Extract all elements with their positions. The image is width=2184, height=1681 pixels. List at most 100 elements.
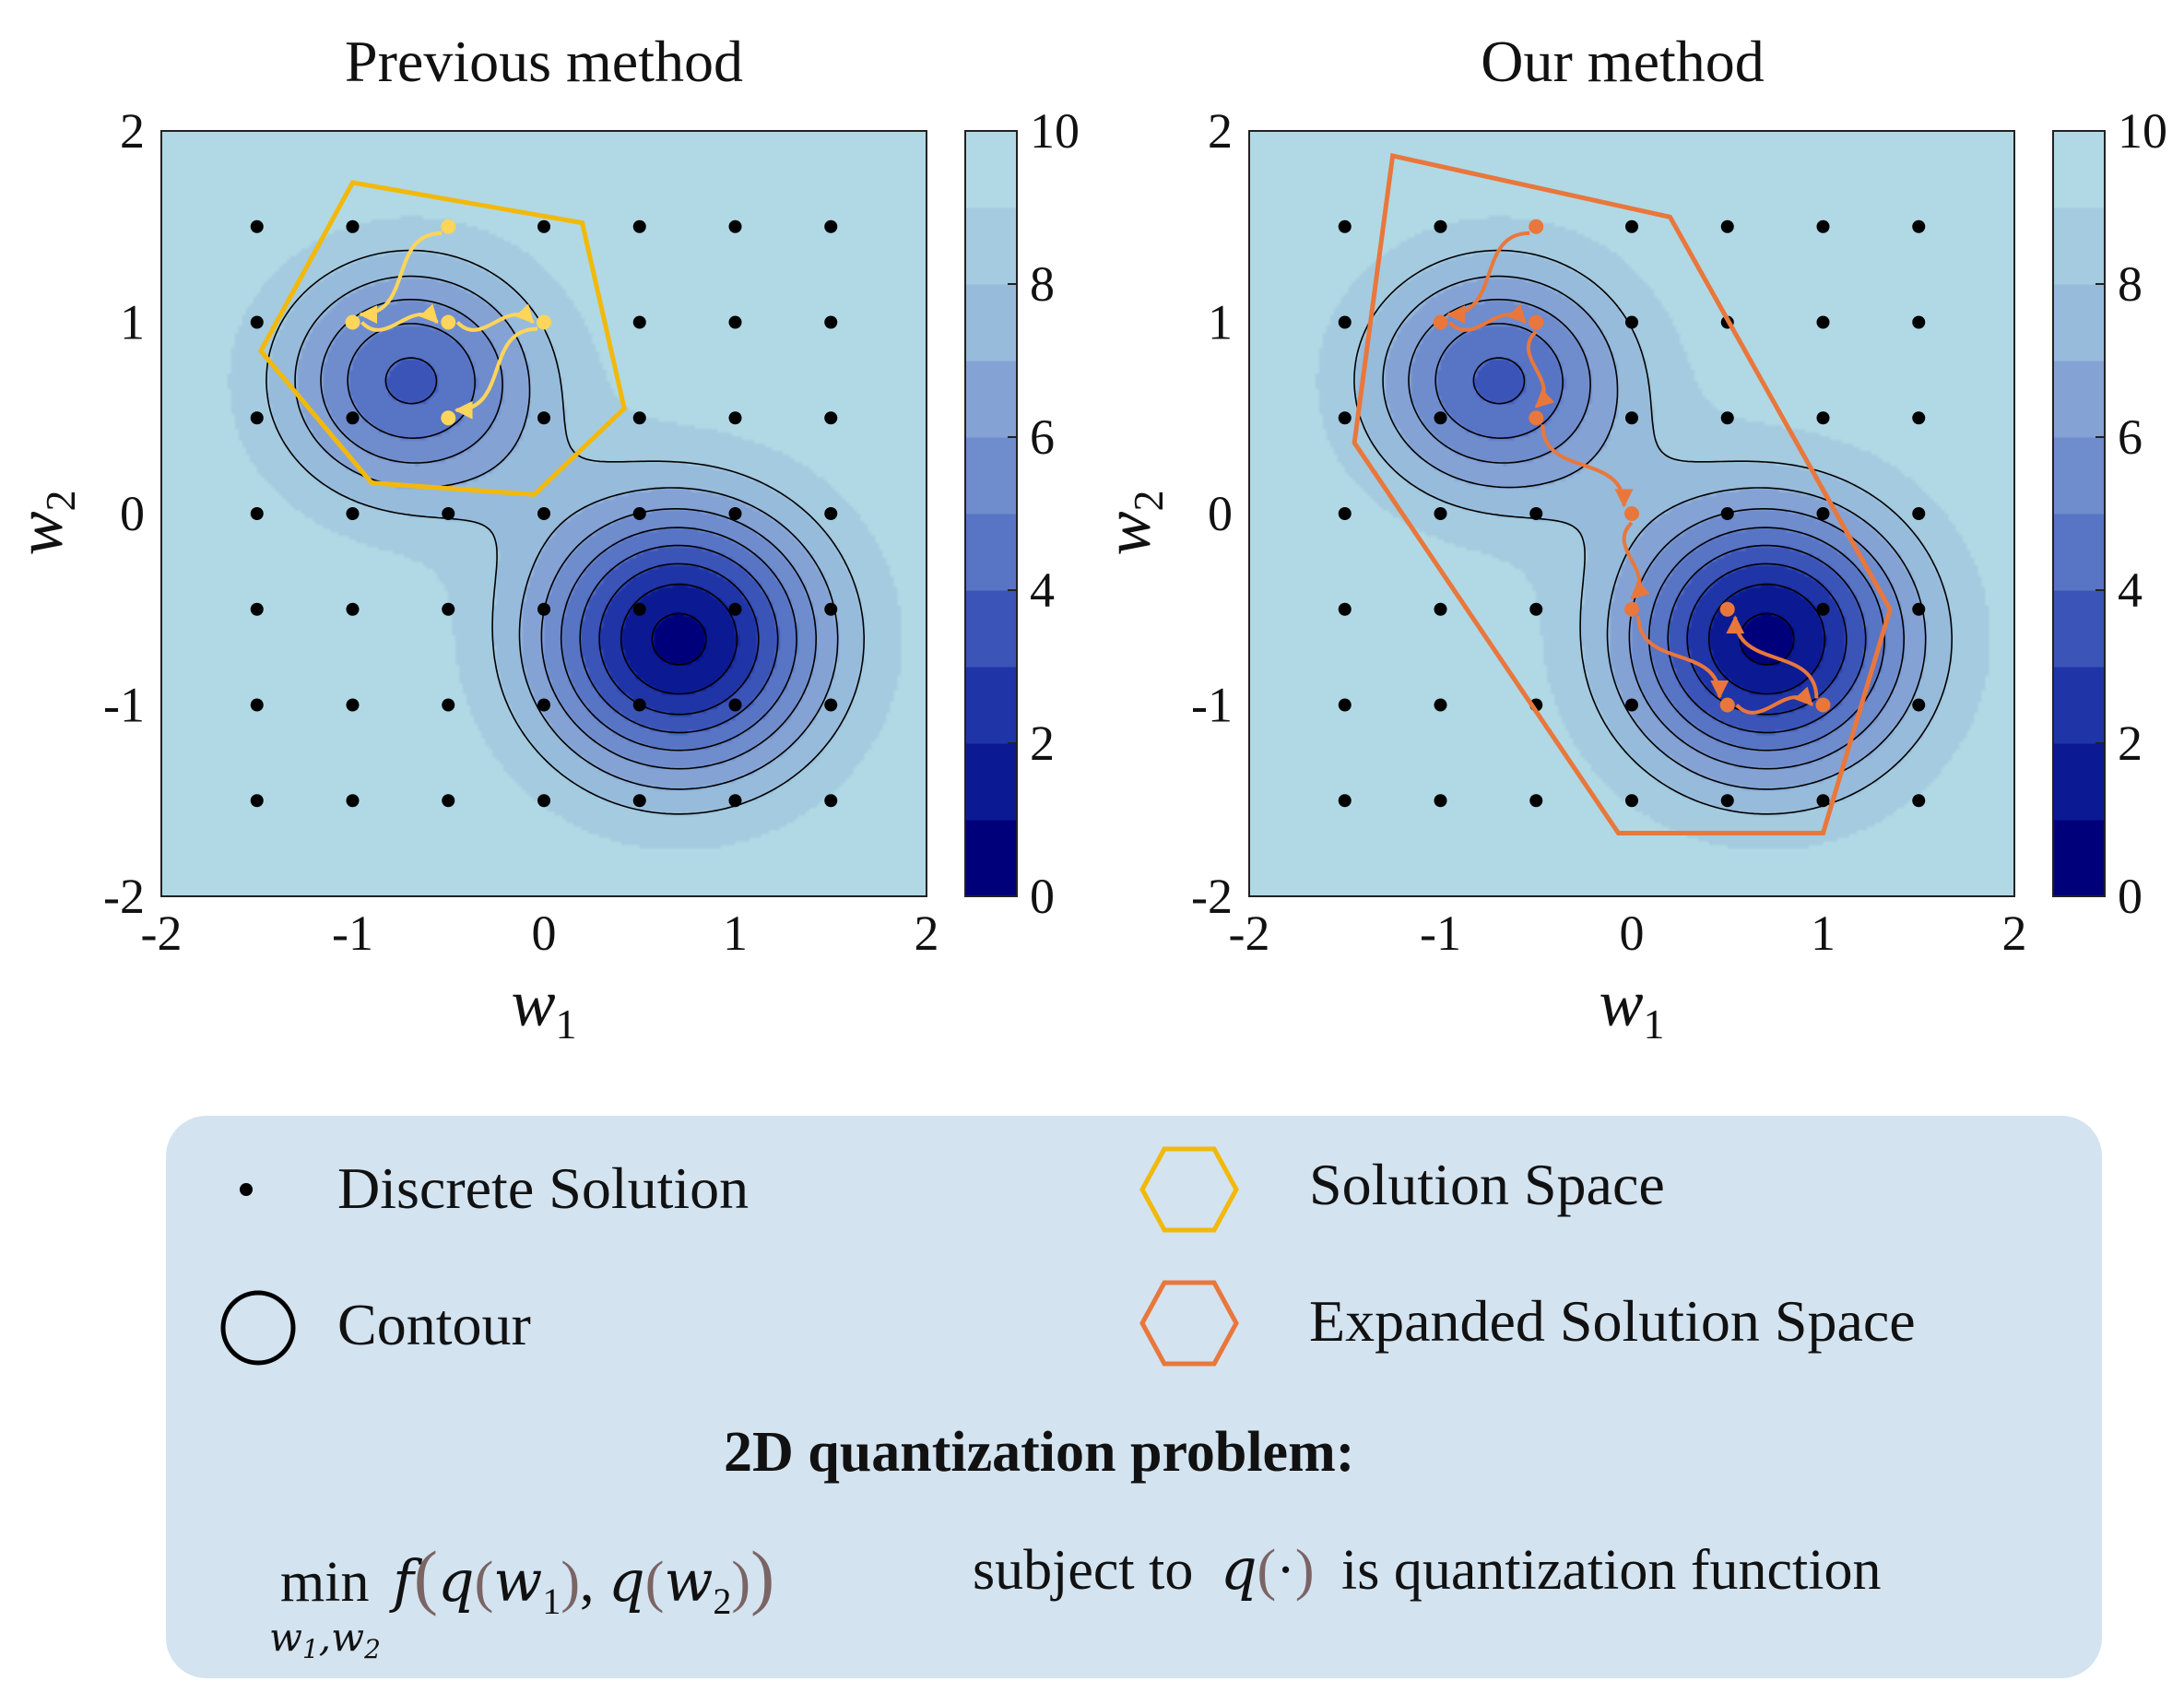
colorbar-segment bbox=[2053, 667, 2105, 744]
discrete-solution-dot bbox=[728, 698, 742, 712]
discrete-solution-dot bbox=[824, 411, 838, 425]
discrete-solution-dot bbox=[1816, 602, 1830, 616]
contour-level-7 bbox=[1382, 275, 1927, 790]
discrete-solution-dot bbox=[1625, 794, 1638, 808]
discrete-solution-dot bbox=[728, 315, 742, 329]
discrete-solution-dot bbox=[346, 219, 360, 233]
subject-to-label: subject to bbox=[973, 1539, 1194, 1602]
discrete-solution-dot bbox=[1434, 507, 1447, 520]
plot-frame bbox=[1248, 130, 2015, 897]
path-node bbox=[1624, 506, 1639, 521]
discrete-solution-dot bbox=[1338, 602, 1352, 616]
x-axis-label: w1 bbox=[511, 966, 576, 1048]
discrete-solution-dot bbox=[250, 794, 264, 808]
discrete-solution-dot bbox=[1912, 602, 1926, 616]
colorbar-tick-label: 0 bbox=[2118, 869, 2143, 924]
discrete-solution-dot bbox=[442, 794, 455, 808]
x-tick-label: 1 bbox=[723, 906, 748, 961]
contour-legend-icon bbox=[220, 1290, 296, 1366]
optimization-path-arrow bbox=[1622, 521, 1650, 600]
path-node bbox=[441, 410, 456, 426]
x-tick-label: 1 bbox=[1811, 906, 1836, 961]
y-axis-label: w2 bbox=[1091, 490, 1172, 555]
discrete-solution-dot bbox=[824, 507, 838, 520]
legend-expanded-solution-space: Expanded Solution Space bbox=[1309, 1288, 1916, 1354]
path-node bbox=[1815, 697, 1831, 713]
contour-level-2 bbox=[1707, 583, 1826, 695]
discrete-solution-dot bbox=[632, 507, 646, 520]
discrete-solution-dot bbox=[632, 411, 646, 425]
optimization-path-arrow bbox=[358, 231, 443, 324]
colorbar-tick-label: 2 bbox=[2118, 716, 2143, 771]
plot-frame bbox=[160, 130, 927, 897]
discrete-solution-dot bbox=[1529, 794, 1543, 808]
discrete-solution-dot bbox=[1625, 219, 1638, 233]
discrete-solution-dot bbox=[537, 507, 550, 520]
min-operator: min bbox=[280, 1551, 370, 1614]
discrete-solution-dot bbox=[250, 698, 264, 712]
left-chart-title: Previous method bbox=[345, 29, 743, 94]
contour-level-6 bbox=[320, 299, 817, 770]
x-tick-label: -2 bbox=[1229, 906, 1270, 961]
function-f: f bbox=[392, 1547, 414, 1615]
legend-solution-space: Solution Space bbox=[1309, 1152, 1665, 1217]
path-node bbox=[441, 314, 456, 330]
discrete-solution-dot bbox=[1816, 507, 1830, 520]
legend-contour: Contour bbox=[337, 1292, 531, 1357]
problem-title: 2D quantization problem: bbox=[724, 1421, 1355, 1484]
contour-level-4 bbox=[384, 357, 779, 734]
x-axis-label: w1 bbox=[1599, 966, 1664, 1048]
discrete-solution-dot bbox=[1912, 507, 1926, 520]
discrete-solution-dot bbox=[1625, 698, 1638, 712]
min-subscript: w1,w2 bbox=[269, 1615, 381, 1664]
discrete-solution-dot bbox=[346, 602, 360, 616]
discrete-solution-dot bbox=[1529, 602, 1543, 616]
y-tick-label: 0 bbox=[1208, 486, 1233, 541]
discrete-solution-dot bbox=[1912, 411, 1926, 425]
x-tick-label: -2 bbox=[141, 906, 183, 961]
discrete-solution-dot bbox=[1338, 794, 1352, 808]
optimization-path-arrow bbox=[1446, 231, 1530, 324]
discrete-solution-dot bbox=[1338, 219, 1352, 233]
discrete-solution-dot bbox=[1816, 794, 1830, 808]
x-tick-label: -1 bbox=[1420, 906, 1461, 961]
colorbar-segment bbox=[2053, 207, 2105, 285]
y-tick-label: 2 bbox=[1208, 103, 1233, 159]
path-node bbox=[1529, 219, 1544, 234]
x-tick-label: 2 bbox=[2002, 906, 2027, 961]
discrete-solution-dot bbox=[442, 507, 455, 520]
quantization-function-label: is quantization function bbox=[1341, 1539, 1882, 1602]
solution-space-legend-icon bbox=[1139, 1146, 1239, 1233]
discrete-solution-dot bbox=[537, 411, 550, 425]
x-tick-label: 0 bbox=[532, 906, 557, 961]
discrete-solution-dot bbox=[824, 602, 838, 616]
contour-level-6 bbox=[1408, 299, 1905, 770]
colorbar-tick-label: 0 bbox=[1030, 869, 1055, 924]
discrete-solution-dot bbox=[1434, 602, 1447, 616]
y-tick-label: -2 bbox=[103, 869, 145, 924]
discrete-solution-dot bbox=[442, 602, 455, 616]
colorbar-segment bbox=[2053, 131, 2105, 208]
discrete-solution-dot bbox=[1338, 315, 1352, 329]
solution-region bbox=[1352, 152, 1893, 836]
colorbar-segment bbox=[2053, 284, 2105, 361]
colorbar-segment bbox=[965, 284, 1017, 361]
path-node bbox=[1433, 314, 1448, 330]
contour-level-4 bbox=[1472, 357, 1867, 734]
discrete-solution-dot bbox=[1338, 411, 1352, 425]
discrete-solution-dot bbox=[250, 602, 264, 616]
colorbar-tick-label: 8 bbox=[2118, 256, 2143, 312]
discrete-solution-dot bbox=[1912, 219, 1926, 233]
discrete-solution-dot bbox=[250, 411, 264, 425]
path-node bbox=[441, 219, 456, 234]
discrete-solution-dot bbox=[632, 315, 646, 329]
colorbar-segment bbox=[965, 361, 1017, 438]
discrete-solution-dot bbox=[632, 602, 646, 616]
path-node bbox=[1719, 601, 1735, 617]
colorbar-tick-label: 4 bbox=[2118, 562, 2143, 618]
discrete-solution-dot bbox=[1912, 794, 1926, 808]
y-tick-label: -1 bbox=[103, 678, 145, 733]
discrete-solution-dot bbox=[346, 411, 360, 425]
discrete-solution-dot bbox=[824, 698, 838, 712]
optimization-path-arrow bbox=[360, 303, 439, 332]
